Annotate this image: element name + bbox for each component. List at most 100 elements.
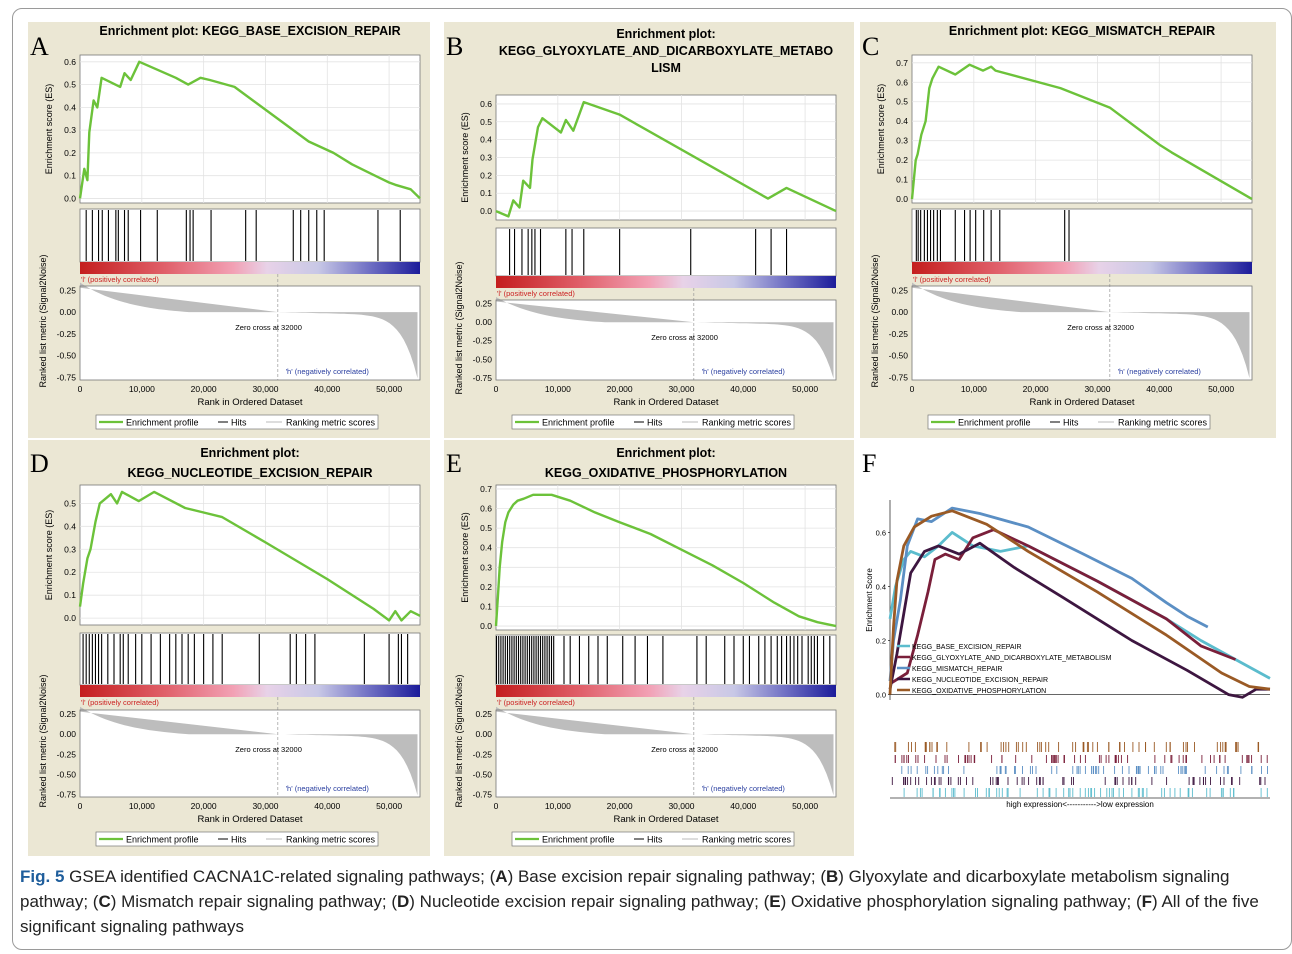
caption-text: ) Oxidative phosphorylation signaling pa…	[780, 892, 1142, 911]
positive-label: 'l' (positively correlated)	[497, 289, 575, 298]
heatmap-bar	[496, 276, 836, 288]
x-tick-label: 50,000	[792, 384, 818, 394]
panel-c: C Enrichment plot: KEGG_MISMATCH_REPAIR 0.…	[860, 22, 1276, 438]
metric-tick-label: -0.25	[473, 749, 493, 759]
panel-b: B Enrichment plot: KEGG_GLYOXYLATE_AND_DIC…	[444, 22, 854, 438]
f-legend-label: KEGG_NUCLEOTIDE_EXCISION_REPAIR	[912, 677, 1048, 684]
heatmap-bar	[912, 262, 1252, 274]
es-tick-label: 0.5	[480, 117, 492, 127]
es-tick-label: 0.3	[480, 562, 492, 572]
caption-panel-ref: C	[98, 892, 111, 911]
es-tick-label: 0.3	[64, 544, 76, 554]
metric-tick-label: -0.75	[473, 790, 493, 800]
metric-plot-border	[495, 299, 837, 381]
metric-area-negative	[1109, 312, 1250, 379]
x-tick-label: 10,000	[129, 384, 155, 394]
caption-text: ) Base excision repair signaling pathway…	[507, 867, 827, 886]
f-y-tick-label: 0.0	[876, 691, 886, 700]
metric-tick-label: 0.00	[475, 729, 492, 739]
legend-box	[95, 414, 379, 430]
metric-tick-label: -0.75	[473, 373, 493, 383]
metric-area-positive	[912, 282, 1110, 313]
metric-area-negative	[693, 322, 834, 379]
es-plot-area	[79, 484, 421, 626]
x-tick-label: 50,000	[376, 801, 402, 811]
metric-tick-label: -0.25	[57, 329, 77, 339]
heatmap-bar	[80, 685, 420, 697]
caption-figure-number: Fig. 5	[20, 867, 65, 886]
positive-label: 'l' (positively correlated)	[81, 698, 159, 707]
es-tick-label: 0.0	[480, 206, 492, 216]
es-tick-label: 0.1	[480, 601, 492, 611]
rank-axis-label: Ranked list metric (Signal2Noise)	[38, 254, 48, 387]
x-tick-label: 30,000	[1084, 384, 1110, 394]
es-tick-label: 0.5	[64, 80, 76, 90]
es-line	[494, 493, 837, 628]
x-tick-label: 0	[494, 384, 499, 394]
metric-tick-label: 0.00	[891, 307, 908, 317]
panel-title: Enrichment plot:	[616, 446, 715, 460]
caption-panel-ref: A	[495, 867, 508, 886]
metric-area-negative	[693, 734, 834, 796]
panel-d: D Enrichment plot: KEGG_NUCLEOTIDE_EXCISIO…	[28, 440, 430, 856]
es-tick-label: 0.5	[64, 498, 76, 508]
caption-text: ) Mismatch repair signaling pathway; (	[110, 892, 397, 911]
panel-title: KEGG_NUCLEOTIDE_EXCISION_REPAIR	[128, 466, 373, 480]
panel-title: Enrichment plot: KEGG_BASE_EXCISION_REPA…	[99, 24, 400, 38]
x-tick-label: 20,000	[1023, 384, 1049, 394]
es-tick-label: 0.6	[480, 504, 492, 514]
panel-title: KEGG_OXIDATIVE_PHOSPHORYLATION	[545, 466, 787, 480]
es-tick-label: 0.7	[896, 58, 908, 68]
es-tick-label: 0.3	[896, 136, 908, 146]
caption-panel-ref: E	[769, 892, 781, 911]
caption-text: GSEA identified CACNA1C-related signalin…	[64, 867, 496, 886]
panel-title: Enrichment plot:	[616, 27, 715, 41]
f-legend-label: KEGG_BASE_EXCISION_REPAIR	[912, 644, 1022, 651]
panel-letter: D	[30, 449, 49, 478]
metric-tick-label: -0.25	[57, 749, 77, 759]
positive-label: 'l' (positively correlated)	[497, 698, 575, 707]
zero-cross-label: Zero cross at 32000	[651, 333, 718, 342]
hits-area	[79, 208, 421, 263]
metric-tick-label: -0.25	[889, 329, 909, 339]
es-tick-label: 0.0	[480, 621, 492, 631]
figure-canvas: A Enrichment plot: KEGG_BASE_EXCISION_REP…	[28, 22, 1276, 856]
es-tick-label: 0.4	[64, 102, 76, 112]
negative-label: 'h' (negatively correlated)	[286, 784, 370, 793]
x-tick-label: 10,000	[545, 801, 571, 811]
f-legend-label: KEGG_GLYOXYLATE_AND_DICARBOXYLATE_METABO…	[912, 655, 1112, 662]
metric-tick-label: 0.00	[59, 729, 76, 739]
panel-title: KEGG_GLYOXYLATE_AND_DICARBOXYLATE_METABO	[499, 44, 834, 58]
metric-area-positive	[80, 282, 278, 313]
x-tick-label: 40,000	[314, 384, 340, 394]
x-axis-label: Rank in Ordered Dataset	[1029, 397, 1134, 408]
panel-title: Enrichment plot: KEGG_MISMATCH_REPAIR	[949, 24, 1215, 38]
es-line	[78, 60, 421, 200]
panel-letter: E	[446, 449, 462, 478]
negative-label: 'h' (negatively correlated)	[702, 784, 786, 793]
x-tick-label: 40,000	[730, 384, 756, 394]
es-plot-area	[911, 54, 1253, 204]
es-tick-label: 0.0	[896, 194, 908, 204]
rank-axis-label: Ranked list metric (Signal2Noise)	[870, 254, 880, 387]
metric-tick-label: -0.25	[473, 336, 493, 346]
zero-cross-label: Zero cross at 32000	[1067, 323, 1134, 332]
es-tick-label: 0.4	[480, 135, 492, 145]
metric-tick-label: -0.75	[57, 790, 77, 800]
panel-letter: F	[862, 449, 876, 478]
es-tick-label: 0.6	[480, 99, 492, 109]
x-tick-label: 50,000	[1208, 384, 1234, 394]
es-line	[78, 490, 421, 622]
x-tick-label: 30,000	[252, 384, 278, 394]
x-tick-label: 30,000	[668, 384, 694, 394]
metric-tick-label: 0.00	[475, 317, 492, 327]
f-series-line	[889, 528, 1237, 685]
es-tick-label: 0.7	[480, 484, 492, 494]
metric-tick-label: -0.50	[473, 769, 493, 779]
legend-box	[95, 831, 379, 847]
metric-tick-label: 0.25	[59, 709, 76, 719]
es-tick-label: 0.1	[896, 175, 908, 185]
x-tick-label: 10,000	[961, 384, 987, 394]
es-tick-label: 0.0	[64, 193, 76, 203]
es-tick-label: 0.5	[896, 97, 908, 107]
